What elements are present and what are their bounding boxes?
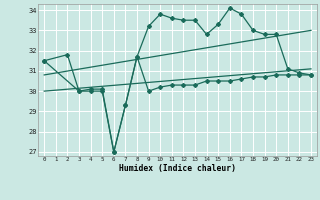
X-axis label: Humidex (Indice chaleur): Humidex (Indice chaleur) [119, 164, 236, 173]
